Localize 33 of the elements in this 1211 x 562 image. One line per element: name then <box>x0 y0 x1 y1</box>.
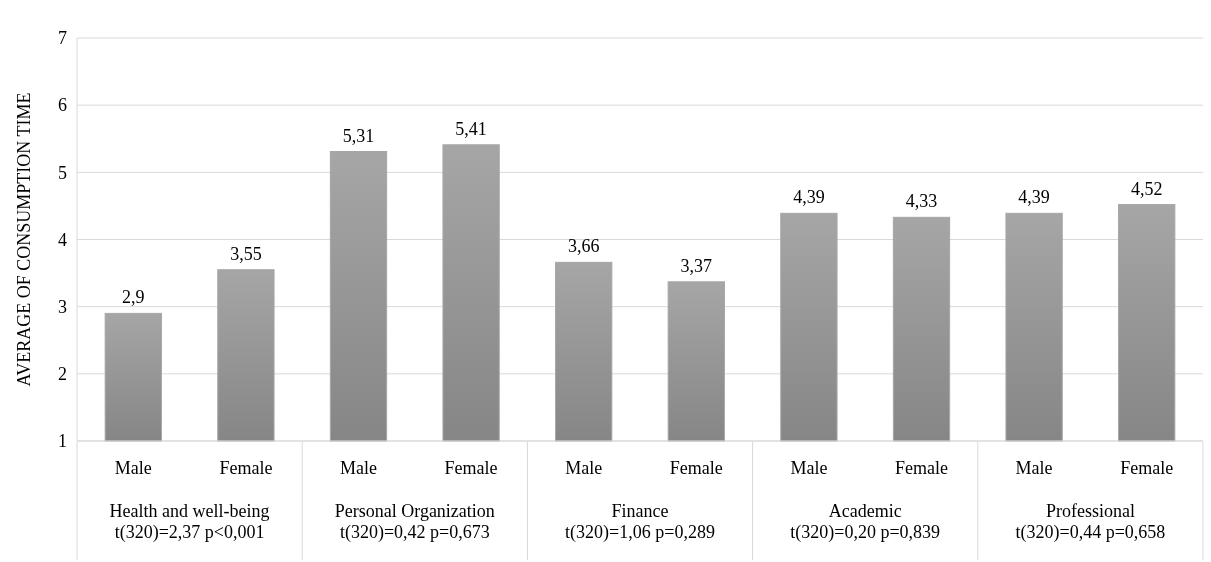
x-tick-label: Female <box>1120 458 1174 478</box>
data-label: 4,39 <box>793 187 825 208</box>
y-tick-label: 6 <box>58 95 67 116</box>
data-label: 2,9 <box>122 287 145 308</box>
x-tick-label: Female <box>669 458 723 478</box>
y-tick-label: 4 <box>58 229 67 250</box>
x-tick-label: Male <box>114 458 152 478</box>
data-label: 5,31 <box>342 125 375 146</box>
text: Health and well-being t(320)=2,37 p<0,001 <box>109 501 270 543</box>
text: Personal Organization t(320)=0,42 p=0,673 <box>334 501 495 543</box>
text: Finance t(320)=1,06 p=0,289 <box>565 501 715 543</box>
y-tick-label: 5 <box>58 162 67 183</box>
data-label: 3,55 <box>230 243 262 264</box>
x-tick-label: Male <box>565 458 603 478</box>
y-tick-label: 2 <box>58 364 67 385</box>
y-tick-label: 1 <box>58 431 67 452</box>
y-tick-label: 3 <box>58 296 67 317</box>
data-label: 3,66 <box>567 236 600 257</box>
data-label: 4,39 <box>1018 187 1050 208</box>
data-label: 3,37 <box>680 255 713 276</box>
data-label: 4,52 <box>1130 178 1163 199</box>
y-axis-title: AVERAGE OF CONSUMPTION TIME <box>14 92 34 387</box>
x-tick-label: Female <box>444 458 498 478</box>
text: Professional t(320)=0,44 p=0,658 <box>1015 501 1166 543</box>
x-tick-label: Male <box>340 458 377 478</box>
data-label: 5,41 <box>455 118 487 139</box>
y-tick-label: 7 <box>58 28 67 49</box>
x-tick-label: Male <box>790 458 828 478</box>
text: Academic t(320)=0,20 p=0,839 <box>790 501 941 543</box>
x-tick-label: Male <box>1015 458 1053 478</box>
data-label: 4,33 <box>905 191 938 212</box>
x-tick-label: Female <box>219 458 273 478</box>
x-tick-label: Female <box>895 458 948 478</box>
